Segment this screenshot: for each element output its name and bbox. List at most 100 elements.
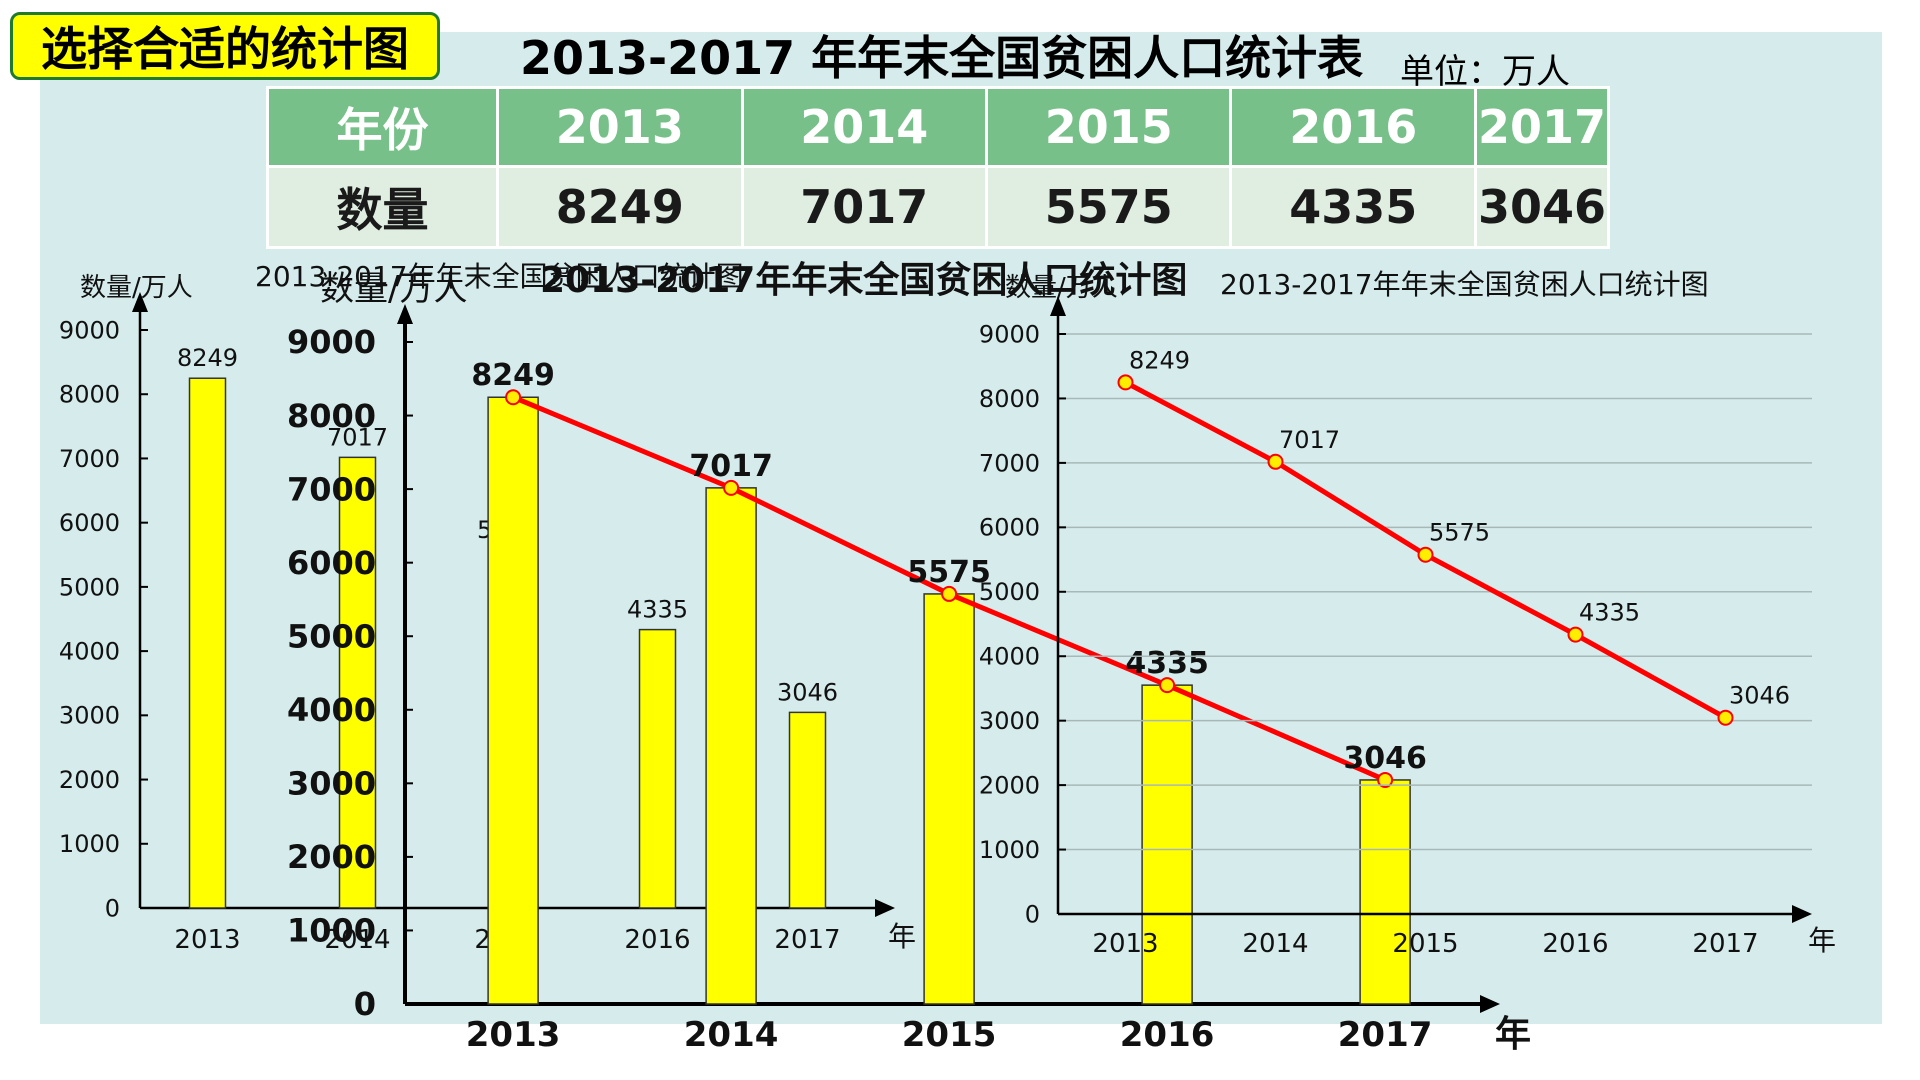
data-label: 5575	[907, 555, 991, 590]
x-tick-label: 2017	[1692, 929, 1758, 959]
y-axis-arrow	[132, 292, 148, 312]
data-label: 7017	[1279, 426, 1340, 454]
y-tick-label: 2000	[287, 838, 376, 876]
table-header-row: 年份 2013 2014 2015 2016 2017	[265, 86, 1611, 168]
x-axis-label: 年	[888, 920, 916, 953]
y-tick-label: 3000	[59, 702, 120, 730]
y-axis-label: 数量/万人	[320, 269, 467, 309]
bar	[487, 396, 539, 1005]
section-badge: 选择合适的统计图	[10, 12, 440, 80]
y-tick-label: 9000	[59, 316, 120, 344]
data-table: 年份 2013 2014 2015 2016 2017 数量 8249 7017…	[265, 86, 1611, 249]
data-point	[723, 479, 740, 496]
data-point	[1377, 771, 1394, 788]
x-axis-label: 年	[1495, 1014, 1531, 1055]
x-tick-label: 2016	[1120, 1015, 1215, 1055]
data-point	[1567, 626, 1584, 643]
bar	[705, 487, 757, 1005]
y-tick-label: 4000	[979, 643, 1040, 671]
chart-2: 2013-2017年年末全国贫困人口统计图 数量/万人 0 1000 2000 3000 4…	[287, 259, 1531, 1055]
y-tick-label: 7000	[287, 470, 376, 508]
y-tick-label: 7000	[59, 445, 120, 473]
y-axis-arrow	[1050, 296, 1066, 316]
y-tick-label: 5000	[59, 573, 120, 601]
y-tick-label: 7000	[979, 449, 1040, 477]
y-tick-label: 1000	[287, 912, 376, 950]
data-point	[1717, 709, 1734, 726]
y-tick-label: 8000	[59, 381, 120, 409]
x-tick-label: 2014	[684, 1015, 779, 1055]
data-label: 4335	[1579, 599, 1640, 627]
x-tick-label: 2014	[324, 925, 390, 955]
y-tick-label: 9000	[287, 323, 376, 361]
y-tick-label: 6000	[979, 514, 1040, 542]
data-point	[1417, 546, 1434, 563]
y-tick-label: 5000	[287, 617, 376, 655]
data-label: 8249	[471, 358, 555, 393]
y-tick-label: 5000	[979, 578, 1040, 606]
y-tick-label: 2000	[59, 766, 120, 794]
table-cell: 数量	[265, 165, 500, 249]
x-tick-label: 2013	[1092, 929, 1158, 959]
page-title: 2013-2017 年年末全国贫困人口统计表	[520, 31, 1364, 85]
y-tick-label: 6000	[59, 509, 120, 537]
data-label: 3046	[777, 678, 838, 706]
data-label: 5575	[1429, 519, 1490, 547]
y-tick-label: 4000	[59, 638, 120, 666]
data-label: 3046	[1729, 682, 1790, 710]
table-cell: 5575	[985, 165, 1233, 249]
data-point	[505, 389, 522, 406]
x-tick-label: 2013	[174, 925, 240, 955]
y-tick-label: 1000	[979, 836, 1040, 864]
data-point	[1159, 677, 1176, 694]
table-cell: 7017	[740, 165, 989, 249]
data-label: 4335	[627, 596, 688, 624]
data-label: 8249	[177, 344, 238, 372]
table-cell: 4335	[1229, 165, 1477, 249]
data-label: 7017	[327, 423, 388, 451]
chart-title: 2013-2017年年末全国贫困人口统计图	[540, 259, 1187, 301]
y-axis-label: 数量/万人	[80, 273, 193, 303]
unit-label: 单位：万人	[1400, 52, 1570, 92]
y-tick-label: 9000	[979, 320, 1040, 348]
x-tick-label: 2016	[1542, 929, 1608, 959]
bar	[1359, 779, 1411, 1005]
x-axis-arrow	[875, 899, 895, 917]
bar	[788, 711, 827, 909]
y-tick-label: 8000	[287, 397, 376, 435]
data-point	[1117, 374, 1134, 391]
y-tick-label: 8000	[979, 385, 1040, 413]
table-row: 数量 8249 7017 5575 4335 3046	[265, 165, 1611, 249]
table-cell: 3046	[1473, 165, 1611, 249]
y-tick-label: 0	[354, 985, 376, 1023]
table-header-cell: 2014	[740, 86, 989, 168]
x-tick-label: 2017	[774, 925, 840, 955]
chart-title: 2013-2017年年末全国贫困人口统计图	[1220, 268, 1709, 301]
data-label: 4335	[1125, 646, 1209, 681]
data-label: 7017	[689, 449, 773, 484]
table-cell: 8249	[496, 165, 744, 249]
y-tick-label: 6000	[287, 544, 376, 582]
x-tick-label: 2015	[1392, 929, 1458, 959]
bar	[188, 377, 227, 909]
y-tick-label: 1000	[59, 830, 120, 858]
y-tick-label: 0	[105, 894, 120, 922]
y-tick-label: 3000	[979, 707, 1040, 735]
chart-title: 2013-2017年年末全国贫困人口统计图	[255, 260, 744, 293]
data-label: 8249	[1129, 346, 1190, 374]
x-axis-arrow	[1792, 905, 1812, 923]
y-axis-arrow	[397, 304, 413, 324]
table-header-cell: 2016	[1229, 86, 1477, 168]
y-tick-label: 0	[1025, 900, 1040, 928]
table-header-cell: 2013	[496, 86, 744, 168]
y-tick-label: 3000	[287, 765, 376, 803]
data-label: 3046	[1343, 741, 1427, 776]
y-tick-label: 4000	[287, 691, 376, 729]
table-header-cell: 年份	[265, 86, 500, 168]
bar	[638, 628, 677, 909]
bar	[338, 456, 377, 909]
x-tick-label: 2013	[466, 1015, 561, 1055]
chart-3: 2013-2017年年末全国贫困人口统计图 数量/万人 0 1000 2000 3000 4…	[979, 268, 1836, 959]
table-header-cell: 2017	[1473, 86, 1611, 168]
